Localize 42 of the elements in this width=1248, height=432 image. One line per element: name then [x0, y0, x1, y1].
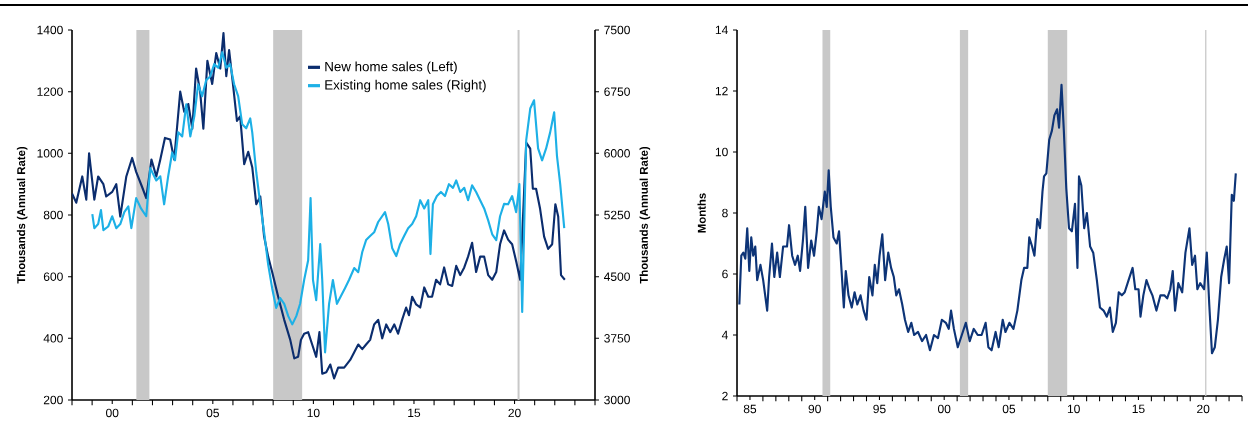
y-tick-label: 1000 — [37, 149, 63, 158]
y2-tick-label: 5250 — [604, 210, 630, 220]
y-tick-label: 4 — [721, 330, 728, 340]
x-tick-label: 90 — [808, 404, 821, 414]
x-tick-label: 85 — [743, 404, 757, 414]
x-tick-label: 10 — [307, 408, 320, 418]
y-tick-label: 12 — [715, 86, 728, 96]
y2-tick-label: 6750 — [604, 87, 630, 96]
x-tick-label: 00 — [106, 408, 119, 418]
y-tick-label: 14 — [715, 25, 728, 35]
y2-tick-label: 3750 — [604, 334, 630, 343]
x-tick-label: 00 — [937, 404, 951, 414]
x-tick-label: 20 — [508, 408, 521, 418]
line-series — [738, 83, 1237, 355]
x-tick-label: 05 — [206, 408, 219, 418]
y-tick-label: 600 — [43, 272, 63, 281]
y-tick-label: 1200 — [37, 87, 63, 96]
y2-tick-label: 3000 — [604, 395, 630, 405]
y-tick-label: 2 — [722, 391, 728, 401]
y2-tick-label: 7500 — [604, 25, 630, 35]
y-axis-title: Months — [697, 193, 706, 233]
y-tick-label: 8 — [722, 208, 728, 218]
legend-label: New home sales (Left) — [325, 61, 457, 74]
y-tick-label: 1400 — [37, 25, 63, 35]
y-tick-label: 6 — [722, 269, 728, 279]
y2-axis-title: Thousands (Annual Rate) — [639, 146, 651, 284]
y2-tick-label: 6000 — [604, 149, 630, 158]
y-tick-label: 10 — [715, 147, 728, 157]
x-tick-label: 95 — [873, 404, 886, 414]
y-axis-title: Thousands (Annual Rate) — [16, 146, 28, 284]
line-series — [91, 51, 566, 354]
x-tick-label: 05 — [1002, 404, 1016, 414]
x-tick-label: 20 — [1197, 404, 1210, 414]
y2-tick-label: 4500 — [603, 272, 630, 281]
legend-label: Existing home sales (Right) — [325, 79, 486, 93]
x-tick-label: 10 — [1067, 404, 1080, 414]
x-tick-label: 15 — [1132, 404, 1145, 414]
y-tick-label: 200 — [43, 395, 63, 405]
x-tick-label: 15 — [408, 408, 421, 418]
y-tick-label: 400 — [43, 334, 63, 343]
line-series — [72, 32, 566, 380]
y-tick-label: 800 — [43, 210, 63, 220]
